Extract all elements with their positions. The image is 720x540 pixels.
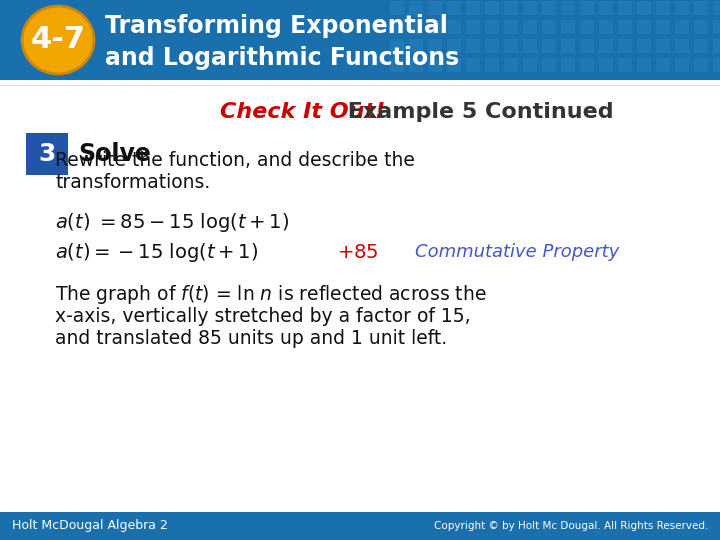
FancyBboxPatch shape — [447, 58, 461, 72]
FancyBboxPatch shape — [561, 58, 575, 72]
Text: Example 5 Continued: Example 5 Continued — [340, 102, 613, 122]
FancyBboxPatch shape — [466, 20, 480, 34]
Text: and translated 85 units up and 1 unit left.: and translated 85 units up and 1 unit le… — [55, 329, 447, 348]
Text: Transforming Exponential: Transforming Exponential — [105, 14, 448, 38]
FancyBboxPatch shape — [523, 58, 537, 72]
FancyBboxPatch shape — [466, 58, 480, 72]
Text: $a(t)$ $= 85 - 15\ \mathrm{log}(t + 1)$: $a(t)$ $= 85 - 15\ \mathrm{log}(t + 1)$ — [55, 211, 289, 233]
FancyBboxPatch shape — [0, 512, 720, 540]
FancyBboxPatch shape — [542, 39, 556, 53]
FancyBboxPatch shape — [409, 20, 423, 34]
FancyBboxPatch shape — [656, 20, 670, 34]
FancyBboxPatch shape — [599, 20, 613, 34]
FancyBboxPatch shape — [428, 1, 442, 15]
FancyBboxPatch shape — [656, 39, 670, 53]
FancyBboxPatch shape — [485, 58, 499, 72]
Text: Holt McDougal Algebra 2: Holt McDougal Algebra 2 — [12, 519, 168, 532]
Text: and Logarithmic Functions: and Logarithmic Functions — [105, 46, 459, 70]
FancyBboxPatch shape — [26, 133, 68, 175]
FancyBboxPatch shape — [656, 58, 670, 72]
Text: Solve: Solve — [78, 142, 151, 166]
FancyBboxPatch shape — [390, 39, 404, 53]
FancyBboxPatch shape — [561, 20, 575, 34]
FancyBboxPatch shape — [561, 39, 575, 53]
FancyBboxPatch shape — [485, 1, 499, 15]
FancyBboxPatch shape — [390, 58, 404, 72]
FancyBboxPatch shape — [523, 20, 537, 34]
FancyBboxPatch shape — [428, 58, 442, 72]
FancyBboxPatch shape — [599, 58, 613, 72]
FancyBboxPatch shape — [694, 20, 708, 34]
FancyBboxPatch shape — [447, 39, 461, 53]
FancyBboxPatch shape — [542, 58, 556, 72]
FancyBboxPatch shape — [466, 39, 480, 53]
FancyBboxPatch shape — [694, 39, 708, 53]
FancyBboxPatch shape — [637, 1, 651, 15]
FancyBboxPatch shape — [675, 58, 689, 72]
FancyBboxPatch shape — [409, 39, 423, 53]
FancyBboxPatch shape — [618, 1, 632, 15]
FancyBboxPatch shape — [504, 39, 518, 53]
FancyBboxPatch shape — [618, 58, 632, 72]
FancyBboxPatch shape — [713, 20, 720, 34]
Text: The graph of $f(t)$ = ln $n$ is reflected across the: The graph of $f(t)$ = ln $n$ is reflecte… — [55, 284, 487, 307]
FancyBboxPatch shape — [580, 20, 594, 34]
FancyBboxPatch shape — [428, 39, 442, 53]
Text: 4-7: 4-7 — [30, 25, 86, 55]
FancyBboxPatch shape — [504, 1, 518, 15]
FancyBboxPatch shape — [675, 1, 689, 15]
FancyBboxPatch shape — [504, 58, 518, 72]
FancyBboxPatch shape — [656, 1, 670, 15]
FancyBboxPatch shape — [390, 20, 404, 34]
Text: x-axis, vertically stretched by a factor of 15,: x-axis, vertically stretched by a factor… — [55, 307, 471, 327]
FancyBboxPatch shape — [485, 39, 499, 53]
FancyBboxPatch shape — [694, 1, 708, 15]
FancyBboxPatch shape — [637, 20, 651, 34]
FancyBboxPatch shape — [0, 0, 720, 80]
FancyBboxPatch shape — [390, 1, 404, 15]
FancyBboxPatch shape — [694, 58, 708, 72]
Text: transformations.: transformations. — [55, 172, 210, 192]
FancyBboxPatch shape — [618, 39, 632, 53]
FancyBboxPatch shape — [713, 1, 720, 15]
FancyBboxPatch shape — [409, 1, 423, 15]
FancyBboxPatch shape — [637, 39, 651, 53]
FancyBboxPatch shape — [675, 39, 689, 53]
FancyBboxPatch shape — [428, 20, 442, 34]
FancyBboxPatch shape — [523, 1, 537, 15]
FancyBboxPatch shape — [599, 39, 613, 53]
FancyBboxPatch shape — [713, 58, 720, 72]
FancyBboxPatch shape — [504, 20, 518, 34]
FancyBboxPatch shape — [618, 20, 632, 34]
FancyBboxPatch shape — [580, 39, 594, 53]
FancyBboxPatch shape — [542, 20, 556, 34]
Text: Copyright © by Holt Mc Dougal. All Rights Reserved.: Copyright © by Holt Mc Dougal. All Right… — [433, 521, 708, 531]
FancyBboxPatch shape — [523, 39, 537, 53]
FancyBboxPatch shape — [580, 58, 594, 72]
FancyBboxPatch shape — [599, 1, 613, 15]
FancyBboxPatch shape — [466, 1, 480, 15]
FancyBboxPatch shape — [447, 20, 461, 34]
Text: $+ 85$: $+ 85$ — [337, 242, 379, 261]
Text: Commutative Property: Commutative Property — [415, 243, 619, 261]
Text: $a(t) = -15\ \mathrm{log}(t + 1)\ $: $a(t) = -15\ \mathrm{log}(t + 1)\ $ — [55, 240, 258, 264]
FancyBboxPatch shape — [447, 1, 461, 15]
Text: Check It Out!: Check It Out! — [220, 102, 385, 122]
FancyBboxPatch shape — [561, 1, 575, 15]
FancyBboxPatch shape — [485, 20, 499, 34]
FancyBboxPatch shape — [542, 1, 556, 15]
FancyBboxPatch shape — [637, 58, 651, 72]
FancyBboxPatch shape — [409, 58, 423, 72]
Text: 3: 3 — [38, 142, 55, 166]
Text: Rewrite the function, and describe the: Rewrite the function, and describe the — [55, 151, 415, 170]
FancyBboxPatch shape — [713, 39, 720, 53]
FancyBboxPatch shape — [580, 1, 594, 15]
Ellipse shape — [22, 6, 94, 74]
FancyBboxPatch shape — [675, 20, 689, 34]
